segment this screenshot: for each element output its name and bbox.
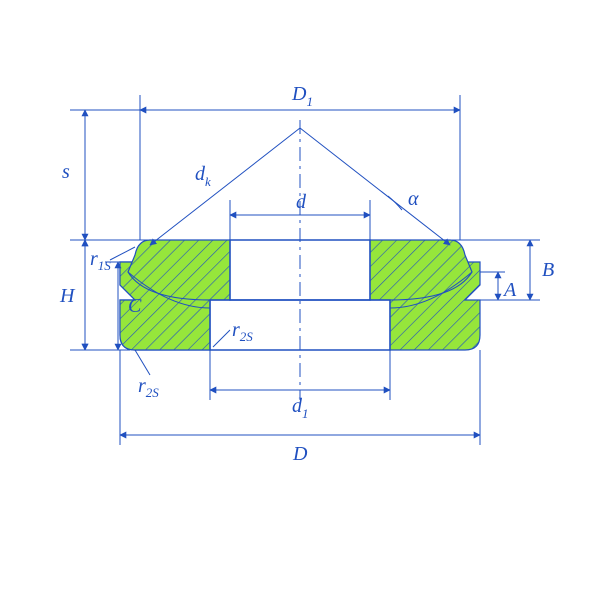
- label-dk: dk: [195, 163, 211, 189]
- label-d1: d1: [292, 395, 309, 421]
- label-D1: D1: [291, 83, 313, 109]
- label-D: D: [292, 443, 308, 465]
- label-r2s-lower: r2S: [138, 375, 159, 400]
- bearing-cross-section-diagram: D1 dk d α s r1S H C r2S r2S d1 D A B: [0, 0, 600, 600]
- label-B: B: [542, 259, 554, 281]
- label-A: A: [502, 279, 517, 301]
- label-H: H: [59, 285, 76, 307]
- label-s: s: [62, 161, 70, 183]
- label-d: d: [296, 191, 307, 213]
- label-C: C: [128, 295, 142, 317]
- label-alpha: α: [408, 188, 419, 210]
- label-r1s: r1S: [90, 248, 111, 273]
- label-r2s-upper: r2S: [232, 319, 253, 344]
